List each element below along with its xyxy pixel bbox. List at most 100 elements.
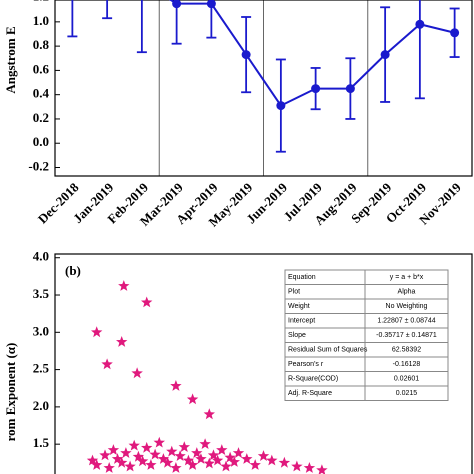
star-marker [111,453,124,464]
plot-frame [54,253,473,474]
star-marker [249,459,261,470]
table-cell: Alpha [398,289,416,296]
star-marker [120,447,132,458]
star-marker [186,459,199,470]
table-cell: No Weighting [386,303,428,310]
star-marker [149,448,161,460]
star-marker [278,456,291,468]
star-marker [161,456,174,468]
table-cell: -0.16128 [393,361,421,368]
star-marker [91,326,103,338]
y-tick-label: 4.0 [33,249,49,264]
star-marker [153,436,165,448]
star-marker [136,455,149,467]
chart-b: 1.5 2.0 2.5 3.0 3.5 4.0 rom Exponent (α) (b) Equ… [3,249,473,474]
y-tick-label: 3.0 [33,323,49,338]
y-tick-label: 0.6 [33,61,50,76]
star-marker [257,450,270,461]
y-tick-label: 2.5 [33,361,50,376]
star-marker [232,447,245,458]
y-axis-label: rom Exponent (α) [3,343,18,442]
table-cell: Plot [288,289,300,296]
line [168,0,455,107]
star-marker [182,454,195,466]
plot-area [86,280,328,474]
star-marker [141,296,153,308]
star-marker [118,280,130,291]
star-marker [266,454,278,466]
y-tick-label: 0.2 [33,110,49,125]
table-cell: Pearson's r [288,361,324,368]
plot-frame [54,0,473,177]
star-marker [191,447,203,458]
y-tick-label: 3.5 [33,286,50,301]
table-cell: R-Square(COD) [288,376,338,383]
table-cell: y = a + b*x [390,274,424,281]
star-marker [291,460,303,472]
table-cell: Adj. R-Square [288,390,332,397]
marker [415,19,425,29]
y-tick-label: 2.0 [33,398,49,413]
star-marker [131,367,143,379]
star-marker [303,462,316,473]
table-cell: 0.02601 [394,376,419,383]
star-marker [224,451,236,463]
star-marker [141,441,153,453]
star-marker [178,441,190,452]
y-tick-label: 1.2 [33,0,49,4]
star-marker [216,444,228,455]
star-marker [116,456,128,468]
table-cell: -0.35717 ± 0.14871 [376,332,437,339]
panel-label: (b) [65,263,81,278]
star-marker [203,408,215,420]
marker [450,28,460,38]
table-cell: Equation [288,274,316,281]
table-cell: Intercept [288,318,315,325]
star-marker [207,449,220,461]
y-tick-label: 1.5 [33,435,50,450]
star-marker [132,450,145,462]
star-marker [228,456,240,467]
y-tick-label: 0.4 [33,86,50,101]
star-marker [157,453,170,464]
star-marker [101,358,113,370]
star-marker [174,450,186,461]
y-tick-label: 1.0 [33,13,49,28]
plot-area [67,0,460,153]
star-marker [170,462,182,473]
star-marker [103,462,115,473]
star-marker [199,438,211,449]
marker [380,50,390,60]
table-cell: Residual Sum of Squares [288,347,368,354]
star-marker [99,449,111,461]
y-tick-label: 0.0 [33,134,49,149]
marker [345,84,355,94]
inset-table: Equation y = a + b*x Plot Alpha Weight No Wei… [284,269,449,401]
star-marker [195,453,207,464]
star-marker [128,439,140,451]
star-marker [211,454,224,466]
star-marker [170,380,182,391]
table-cell: Slope [288,332,306,339]
marker [241,50,251,60]
y-tick-label: -0.2 [28,158,49,173]
y-tick-label: 0.8 [33,37,50,52]
chart-a: -0.20.00.20.40.60.81.01.2Angstrom EDec-2… [3,0,473,230]
star-marker [124,460,136,472]
table-cell: 1.22807 ± 0.08744 [377,318,435,325]
star-marker [316,464,328,474]
y-axis-label: Angstrom E [3,26,18,93]
table-cell: 62.58392 [392,347,421,354]
star-marker [107,444,120,455]
marker [206,0,216,9]
marker [172,0,182,9]
star-marker [86,454,99,466]
star-marker [186,393,199,405]
star-marker [203,457,215,469]
star-marker [116,336,128,347]
star-marker [145,459,157,470]
marker [311,84,321,94]
star-marker [91,459,103,470]
star-marker [241,453,253,464]
